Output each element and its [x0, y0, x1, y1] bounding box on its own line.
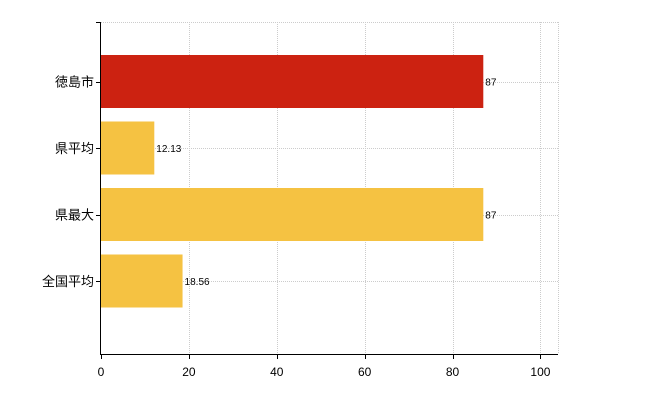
x-tick-label: 40: [270, 365, 284, 379]
x-tick-label: 100: [530, 365, 550, 379]
data-label: 18.56: [185, 277, 210, 288]
category-label: 全国平均: [42, 274, 94, 290]
data-label: 87: [485, 211, 497, 222]
bar: [101, 121, 155, 175]
bar: [101, 254, 183, 308]
category-label: 県最大: [55, 209, 94, 224]
x-tick-label: 60: [358, 365, 372, 379]
category-label: 県平均: [55, 142, 94, 157]
bar: [101, 55, 484, 108]
x-tick-label: 20: [182, 365, 196, 379]
data-label: 12.13: [156, 144, 181, 155]
data-label: 87: [485, 78, 497, 89]
bar: [101, 188, 484, 241]
x-tick-label: 80: [446, 365, 460, 379]
category-label: 徳島市: [55, 75, 94, 91]
x-tick-label: 0: [98, 365, 105, 379]
